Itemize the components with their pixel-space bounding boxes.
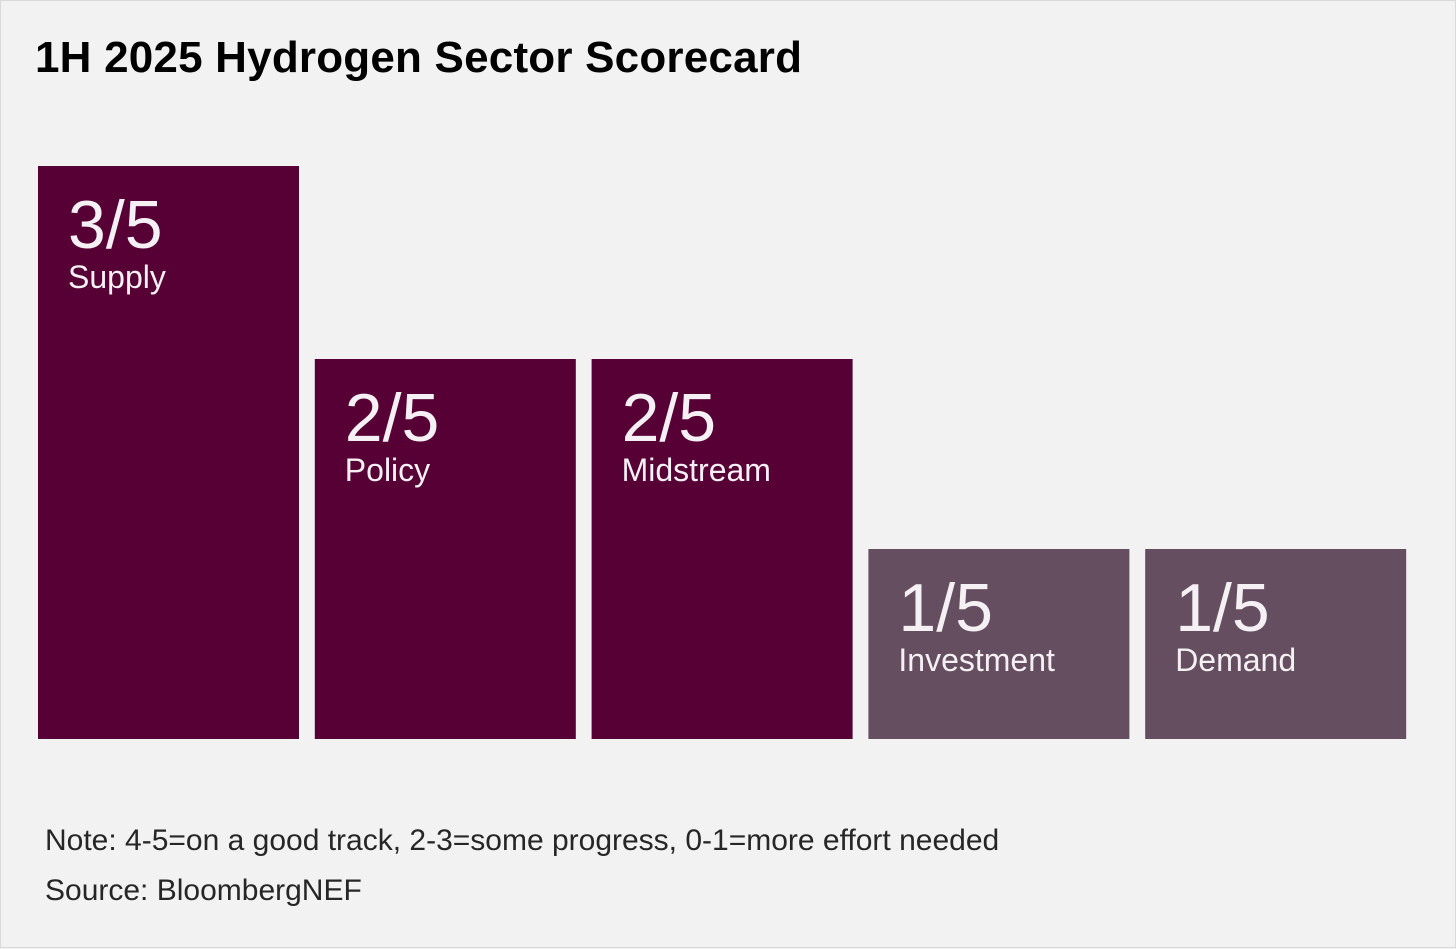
bar-policy [314, 359, 576, 739]
bar-demand [1145, 549, 1407, 739]
bar-score-supply: 3/5 [68, 187, 163, 263]
chart-source: Source: BloombergNEF [45, 874, 362, 907]
bar-midstream [591, 359, 853, 739]
bar-supply [38, 166, 299, 739]
chart-note: Note: 4-5=on a good track, 2-3=some prog… [45, 824, 1000, 857]
bar-score-policy: 2/5 [345, 380, 440, 456]
chart-title: 1H 2025 Hydrogen Sector Scorecard [35, 33, 803, 82]
bar-score-demand: 1/5 [1175, 570, 1270, 646]
bar-label-investment: Investment [898, 642, 1055, 678]
bar-label-midstream: Midstream [622, 452, 771, 488]
bar-score-investment: 1/5 [898, 570, 993, 646]
bar-score-midstream: 2/5 [622, 380, 717, 456]
bar-investment [868, 549, 1130, 739]
bar-label-demand: Demand [1175, 642, 1296, 678]
bar-label-supply: Supply [68, 259, 166, 295]
bar-label-policy: Policy [345, 452, 430, 488]
